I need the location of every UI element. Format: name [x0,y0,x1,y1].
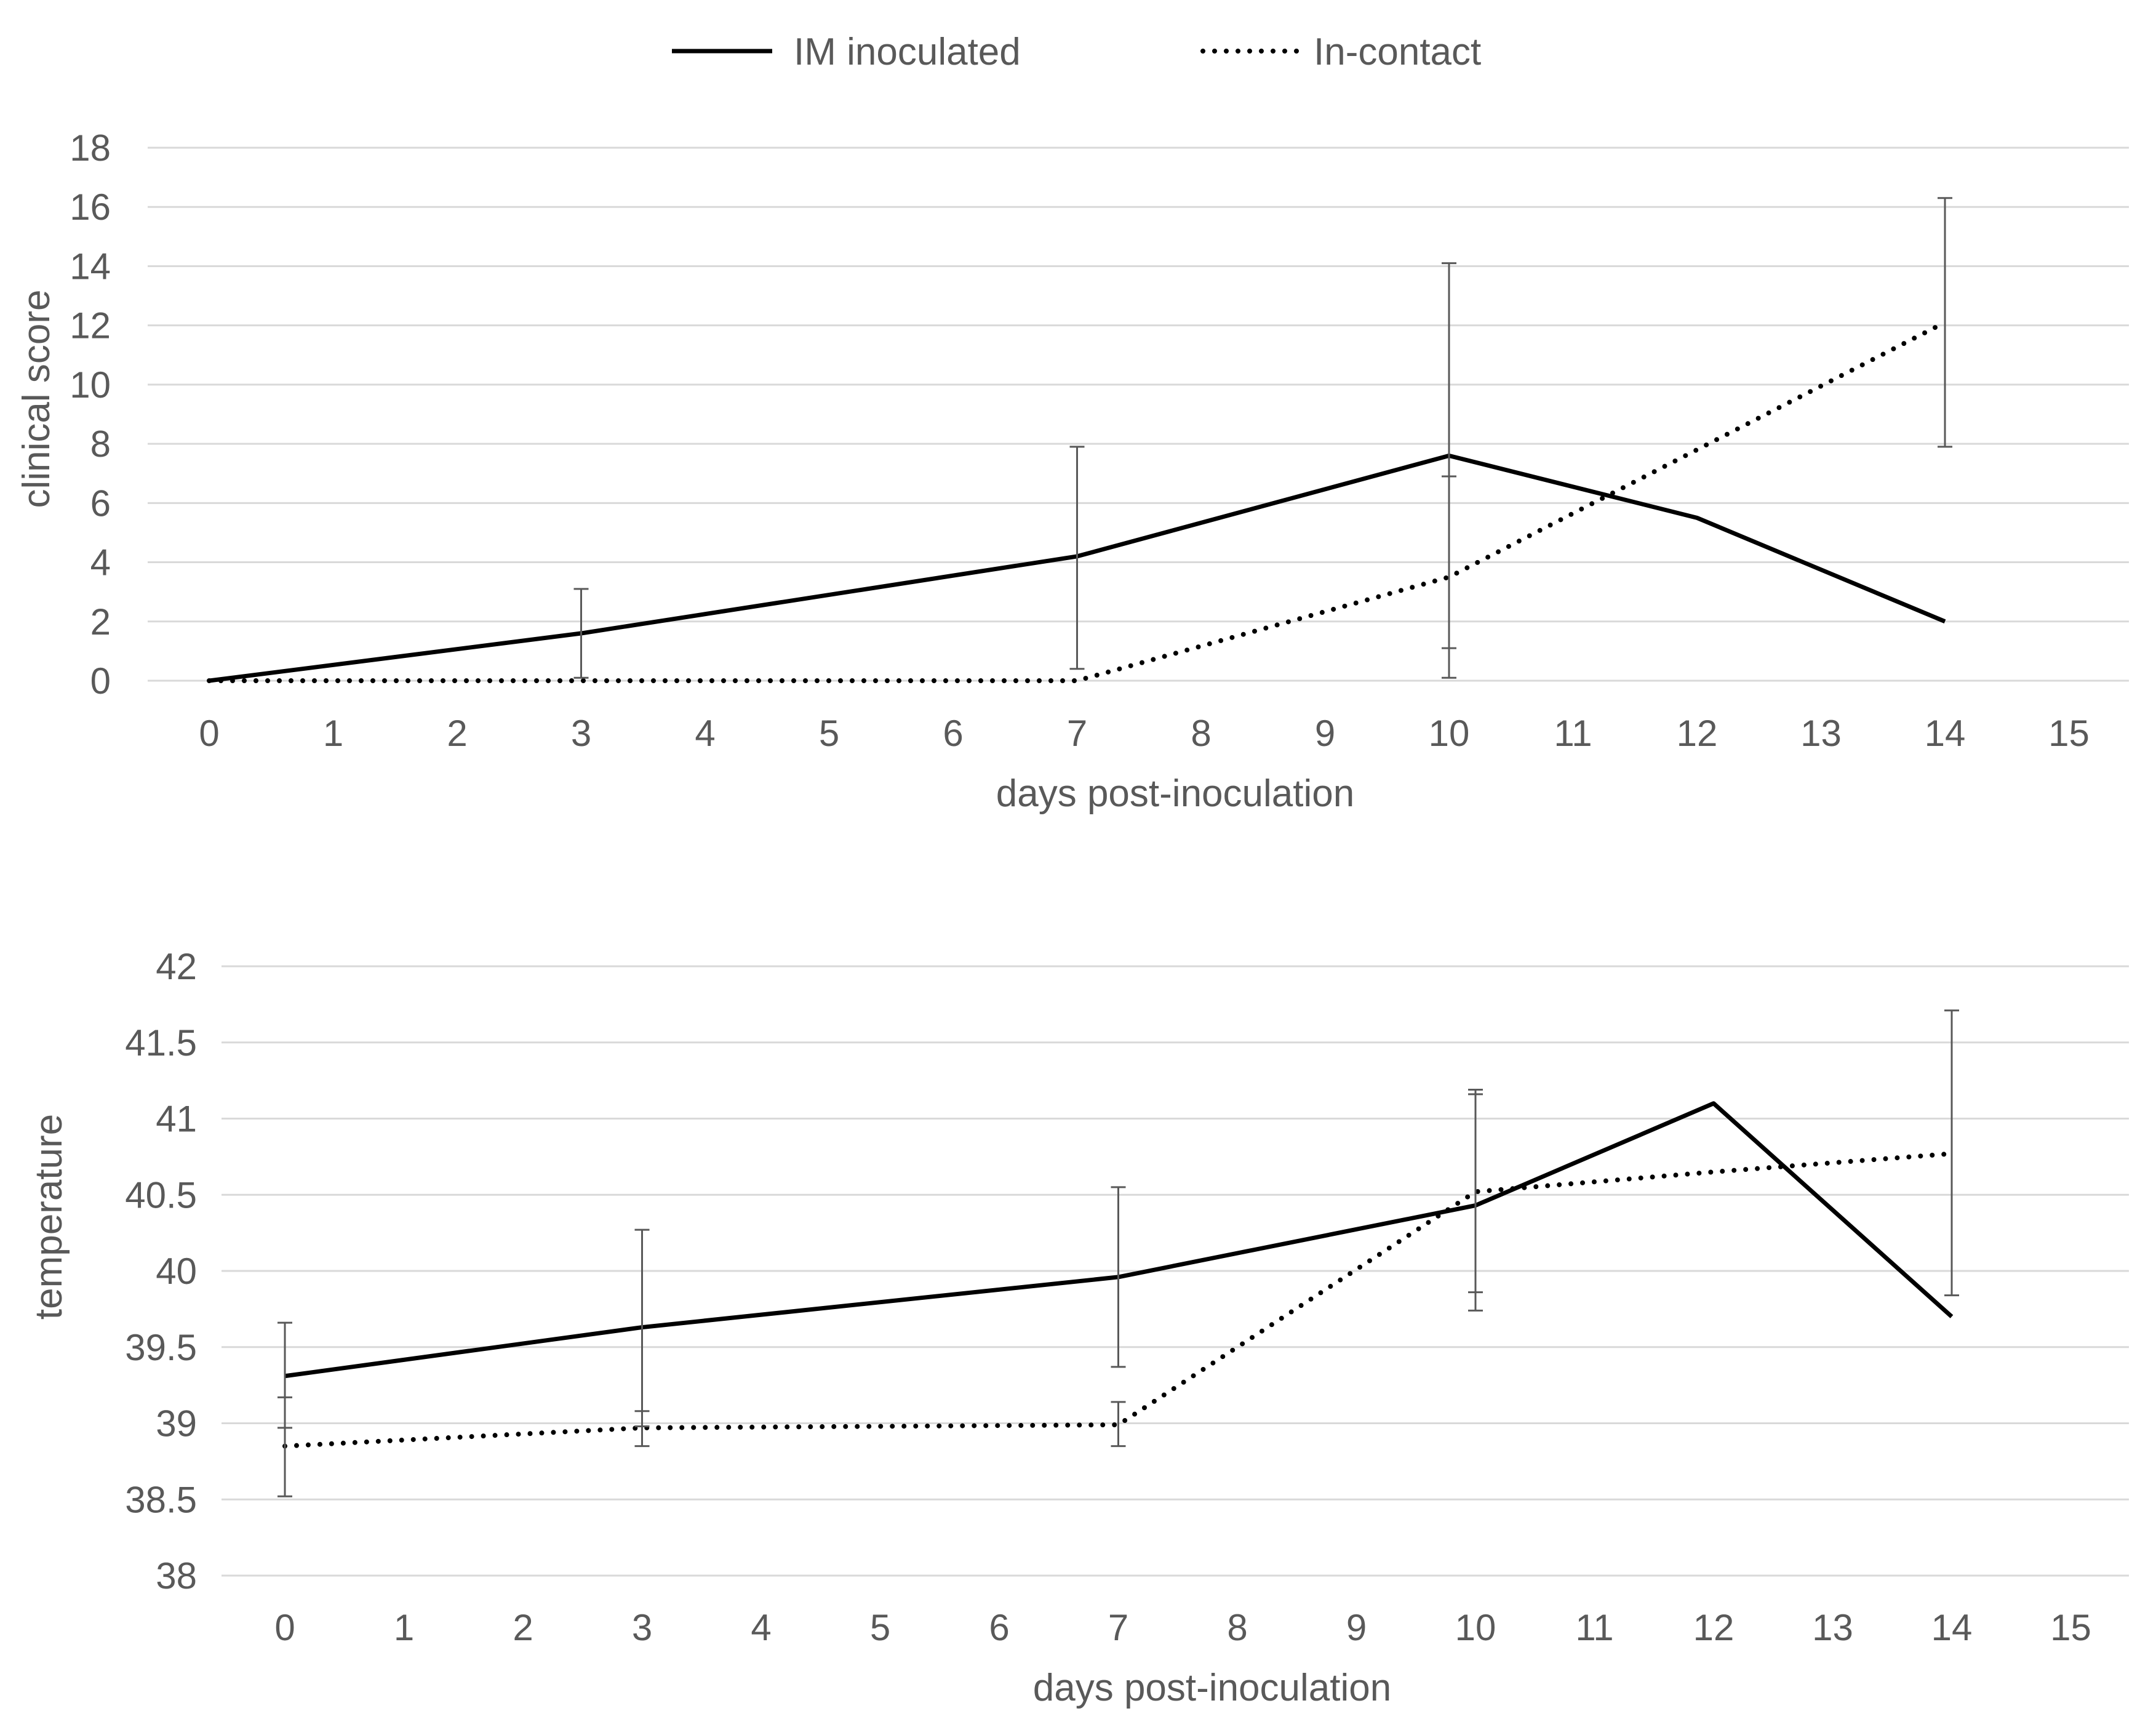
temperature-error-bar-in-contact [1944,1009,1959,1297]
temperature-x-tick-label: 1 [394,1607,414,1648]
clinical-score-x-tick-label: 2 [447,713,467,754]
temperature-y-tick-label: 40.5 [125,1174,197,1216]
clinical-score-x-tick-label: 11 [1554,713,1592,754]
clinical-score-y-tick-label: 0 [90,660,111,702]
clinical-score-x-tick-label: 13 [1800,713,1842,754]
temperature-x-tick-label: 4 [751,1607,771,1648]
clinical-score-series-line-im-inoculated [209,453,1946,683]
clinical-score-x-tick-label: 10 [1429,713,1470,754]
clinical-score-x-tick-label: 1 [323,713,343,754]
clinical-score-y-tick-label: 4 [90,542,111,583]
temperature-x-tick-label: 11 [1575,1607,1613,1648]
temperature-y-tick-label: 39.5 [125,1327,197,1368]
clinical-score-x-tick-label: 14 [1925,713,1966,754]
temperature-y-tick-label: 38.5 [125,1479,197,1520]
legend-label-im-inoculated: IM inoculated [794,31,1021,73]
temperature-y-tick-label: 40 [156,1251,197,1292]
temperature-x-tick-label: 15 [2050,1607,2091,1648]
clinical-score-y-tick-label: 2 [90,601,111,643]
temperature-x-tick-label: 9 [1346,1607,1367,1648]
temperature-error-bar-in-contact [1111,1401,1126,1448]
clinical-score-error-bar-in-contact [1938,197,1952,448]
temperature-y-tick-label: 39 [156,1403,197,1445]
clinical-score-x-tick-label: 0 [199,713,219,754]
clinical-score-x-tick-label: 15 [2048,713,2090,754]
clinical-score-error-bar-in-contact [1442,475,1456,679]
clinical-score-error-bar-im-inoculated [1069,446,1085,670]
clinical-score-x-tick-label: 5 [819,713,839,754]
legend-label-in-contact: In-contact [1314,31,1481,73]
clinical-score-x-tick-label: 8 [1191,713,1211,754]
temperature-x-tick-label: 8 [1227,1607,1247,1648]
clinical-score-series-line-in-contact [207,319,1947,683]
temperature-error-bar-im-inoculated [1111,1186,1126,1368]
temperature-x-tick-label: 0 [274,1607,295,1648]
temperature-x-tick-label: 14 [1931,1607,1973,1648]
clinical-score-x-tick-label: 12 [1677,713,1718,754]
temperature-x-axis-title: days post-inoculation [1033,1667,1391,1709]
temperature-error-bar-in-contact [277,1396,292,1497]
temperature-y-axis-title: temperature [28,1114,70,1320]
clinical-score-x-tick-label: 4 [695,713,715,754]
clinical-score-x-tick-label: 9 [1315,713,1335,754]
temperature-x-tick-label: 3 [632,1607,652,1648]
clinical-score-y-tick-label: 6 [90,483,111,524]
clinical-score-y-tick-label: 12 [70,305,111,347]
temperature-x-tick-label: 13 [1812,1607,1853,1648]
temperature-x-tick-label: 7 [1108,1607,1128,1648]
clinical-score-x-tick-label: 3 [571,713,591,754]
clinical-score-x-tick-label: 6 [943,713,963,754]
temperature-error-bar-in-contact [1468,1093,1483,1294]
temperature-error-bar-in-contact [634,1410,650,1448]
temperature-x-tick-label: 6 [989,1607,1009,1648]
clinical-score-y-tick-label: 18 [70,127,111,169]
clinical-score-y-tick-label: 10 [70,364,111,406]
temperature-x-tick-label: 5 [870,1607,890,1648]
temperature-y-tick-label: 38 [156,1555,197,1597]
clinical-score-y-tick-label: 16 [70,186,111,228]
clinical-score-x-axis-title: days post-inoculation [996,772,1354,815]
clinical-score-y-axis-title: clinical score [15,290,58,508]
temperature-x-tick-label: 10 [1455,1607,1496,1648]
temperature-y-tick-label: 42 [156,946,197,987]
temperature-x-tick-label: 12 [1693,1607,1735,1648]
clinical-score-error-bar-im-inoculated [573,588,589,679]
temperature-x-tick-label: 2 [513,1607,533,1648]
temperature-y-tick-label: 41 [156,1099,197,1140]
temperature-series-line-im-inoculated [284,1101,1954,1379]
legend: IM inoculated In-contact [672,31,1481,73]
clinical-score-y-tick-label: 8 [90,423,111,465]
clinical-score-x-tick-label: 7 [1067,713,1087,754]
clinical-score-y-tick-label: 14 [70,246,111,287]
temperature-y-tick-label: 41.5 [125,1022,197,1064]
